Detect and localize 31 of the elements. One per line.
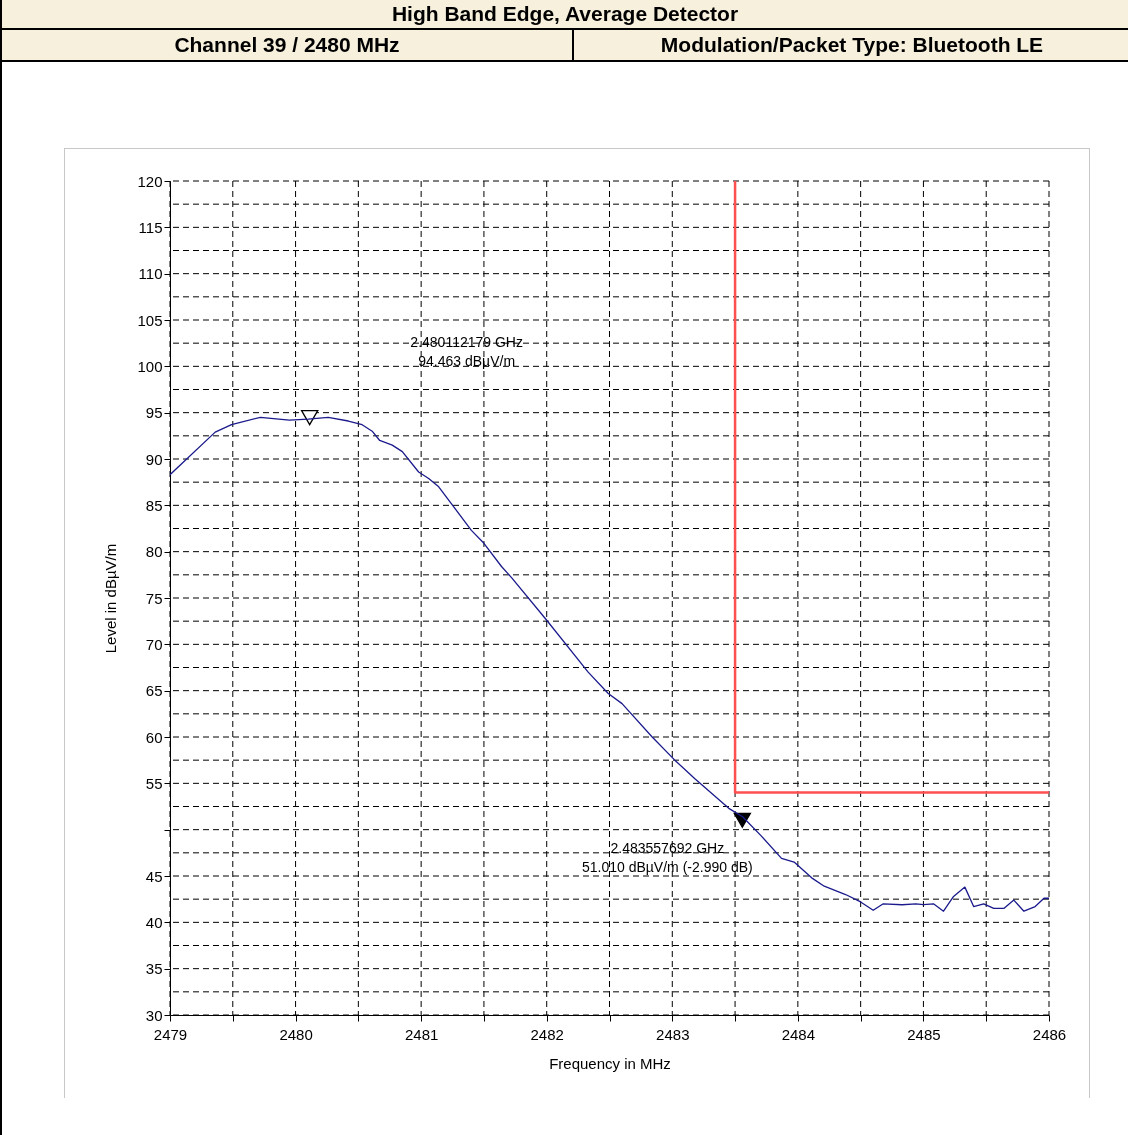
y-tick-label: 35 xyxy=(145,960,163,978)
x-tick-label: 2483 xyxy=(656,1025,690,1043)
x-tick-label: 2484 xyxy=(781,1025,816,1043)
x-tick-label: 2485 xyxy=(907,1025,941,1043)
x-tick-label: 2480 xyxy=(279,1025,313,1043)
x-tick-label: 2482 xyxy=(530,1025,564,1043)
y-tick-label: 30 xyxy=(145,1006,163,1024)
chart-title: High Band Edge, Average Detector xyxy=(2,0,1128,30)
y-tick-label: 40 xyxy=(145,913,163,931)
y-tick-label: 115 xyxy=(138,218,163,236)
y-tick-label: 90 xyxy=(145,450,163,468)
y-tick-label: 85 xyxy=(145,496,163,514)
y-tick-label: 45 xyxy=(145,867,163,885)
y-tick-label: 100 xyxy=(137,357,163,375)
y-tick-label: 70 xyxy=(145,635,163,653)
y-tick-label: 60 xyxy=(145,728,163,746)
y-tick-label: 75 xyxy=(145,589,163,607)
y-tick-label: 55 xyxy=(145,774,163,792)
y-tick-label: 95 xyxy=(145,404,163,422)
text: Modulation/Packet Type: Bluetooth LE xyxy=(660,33,1044,56)
text: Channel 39 / 2480 MHz xyxy=(174,33,400,56)
x-tick-label: 2481 xyxy=(404,1025,439,1043)
y-tick-label: 65 xyxy=(145,682,163,700)
y-tick-label: 120 xyxy=(137,172,163,190)
x-tick-label: 2479 xyxy=(153,1025,188,1043)
y-tick-label: 80 xyxy=(145,543,163,561)
x-tick-label: 2486 xyxy=(1032,1025,1067,1043)
y-axis-title: Level in dBµV/m xyxy=(102,543,120,654)
y-tick-label: 105 xyxy=(137,311,163,329)
y-tick-label: 110 xyxy=(138,265,163,283)
x-axis-title: Frequency in MHz xyxy=(549,1054,671,1072)
